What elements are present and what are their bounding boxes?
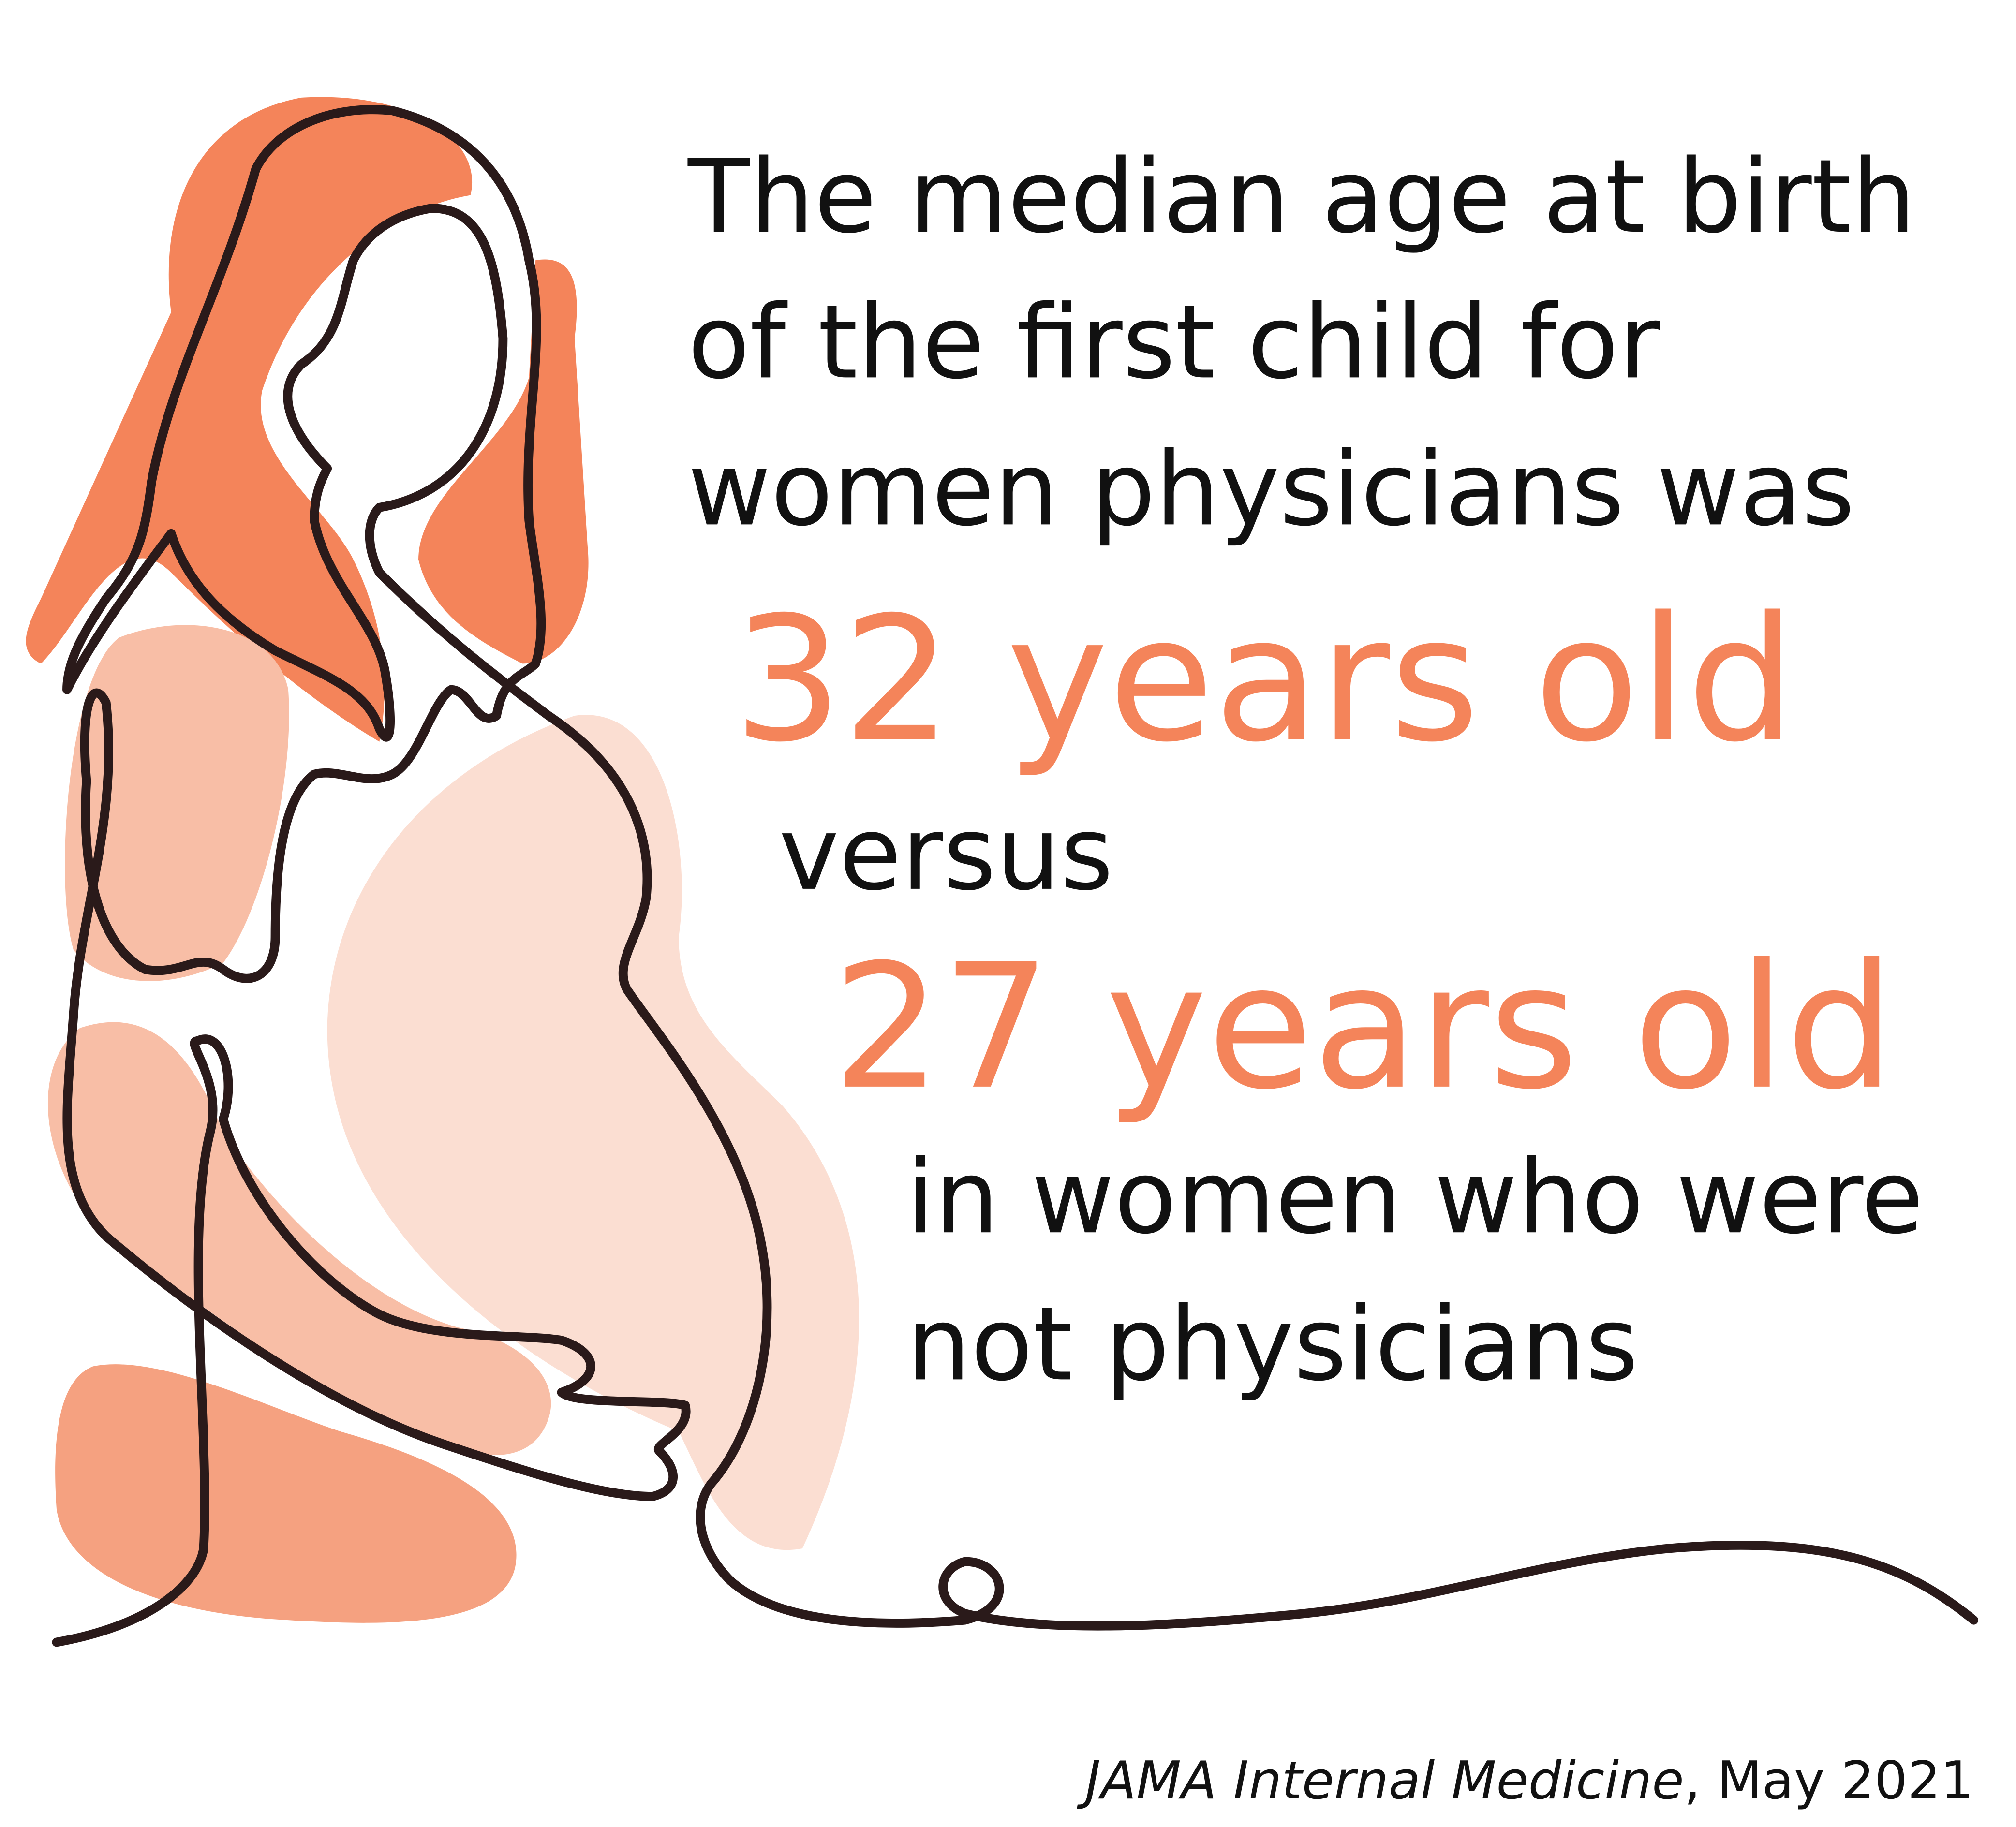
tail-line: in women who were [906, 1138, 1924, 1256]
source: JAMA Internal Medicine, May 2021 [1077, 1751, 1974, 1811]
headline-line: The median age at birth [687, 138, 1916, 256]
belly-shape [327, 715, 860, 1550]
illustration [26, 97, 1979, 1647]
headline: The median age at birth of the first chi… [687, 138, 1916, 548]
tail-line: not physicians [906, 1285, 1638, 1403]
leg-shape [55, 1364, 517, 1623]
arm-shape [47, 625, 551, 1455]
hair-shape [26, 97, 589, 742]
stat-physicians: 32 years old [733, 579, 1796, 780]
source-date: , May 2021 [1684, 1751, 1974, 1811]
source-journal: JAMA Internal Medicine [1077, 1751, 1684, 1811]
stat-others: 27 years old [832, 927, 1895, 1127]
headline-line: of the first child for [688, 283, 1660, 401]
tail: in women who were not physicians [906, 1138, 1924, 1403]
headline-line: women physicians was [688, 430, 1854, 548]
line-drawing [52, 105, 1979, 1647]
connector: versus [779, 795, 1113, 913]
